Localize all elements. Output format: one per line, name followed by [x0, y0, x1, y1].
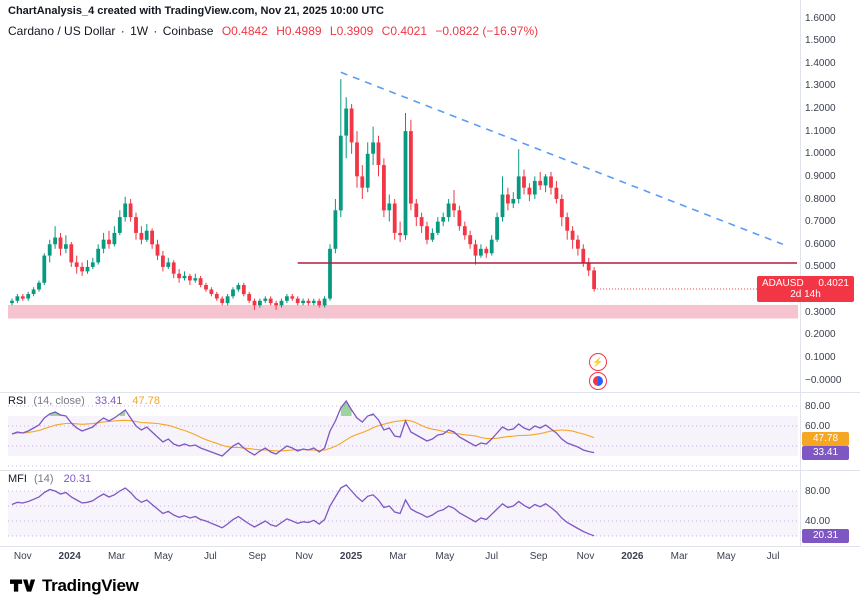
symbol-exchange: Coinbase — [162, 24, 214, 38]
tradingview-logo[interactable]: TradingView — [10, 576, 139, 596]
price-axis-label: 1.6000 — [805, 12, 836, 24]
rsi-value: 33.41 — [94, 395, 123, 407]
time-axis-label: Nov — [295, 551, 314, 562]
open-value: O0.4842 — [221, 24, 268, 38]
pattern-glyph-icon — [593, 376, 603, 386]
price-axis-label: −0.0000 — [805, 374, 842, 386]
time-axis-label: 2026 — [621, 551, 644, 562]
rsi-legend: RSI (14, close) 33.41 47.78 — [8, 395, 160, 407]
price-axis-label: 1.4000 — [805, 57, 836, 69]
bar-countdown: 2d 14h — [790, 289, 821, 300]
low-value: L0.3909 — [329, 24, 374, 38]
price-axis-label: 0.1000 — [805, 351, 836, 363]
tradingview-logo-text: TradingView — [42, 576, 139, 595]
price-axis-label: 1.1000 — [805, 125, 836, 137]
price-axis-label: 0.6000 — [805, 238, 836, 250]
time-axis-label: Sep — [248, 551, 267, 562]
rsi-ma-value-badge: 47.78 — [802, 432, 849, 446]
time-axis-label: May — [154, 551, 173, 562]
price-axis-label: 1.0000 — [805, 148, 836, 160]
price-axis-label: 0.2000 — [805, 329, 836, 341]
rsi-band — [8, 416, 798, 456]
change-value: −0.0822 (−16.97%) — [435, 24, 539, 38]
price-axis-label: 0.5000 — [805, 261, 836, 273]
last-price-value: 0.4021 — [818, 278, 849, 289]
mfi-value: 20.31 — [63, 473, 92, 485]
rsi-axis-label: 80.00 — [805, 400, 831, 412]
mfi-line — [11, 484, 595, 537]
mfi-params: (14) — [34, 473, 54, 485]
mfi-band — [8, 491, 798, 536]
time-axis-label: Mar — [107, 551, 126, 562]
support-zone-band[interactable] — [8, 304, 798, 319]
rsi-value-badge: 33.41 — [802, 446, 849, 460]
mfi-legend: MFI (14) 20.31 — [8, 473, 91, 485]
descending-trendline[interactable] — [340, 71, 784, 246]
price-axis-label: 0.7000 — [805, 216, 836, 228]
price-axis-label: 1.2000 — [805, 103, 836, 114]
price-axis-label: 1.3000 — [805, 80, 836, 92]
time-axis-label: May — [435, 551, 455, 562]
time-axis-label: Mar — [670, 551, 688, 562]
time-axis-label: May — [716, 551, 736, 562]
mfi-value-badge: 20.31 — [802, 529, 849, 543]
lightning-glyph: ⚡ — [592, 356, 604, 367]
time-axis[interactable]: Nov 2024 Mar May Jul Sep Nov 2025 Mar May Jul Sep No… — [0, 547, 800, 567]
high-value: H0.4989 — [276, 24, 322, 38]
last-price-symbol: ADAUSD — [762, 278, 804, 289]
symbol-legend: Cardano / US Dollar · 1W · Coinbase O0.4… — [8, 24, 538, 38]
time-axis-label: 2025 — [339, 551, 363, 562]
rsi-line — [11, 399, 595, 457]
time-axis-label: Nov — [576, 551, 595, 562]
mfi-axis-label: 80.00 — [805, 485, 831, 497]
price-axis-label: 0.8000 — [805, 193, 836, 205]
legend-dot-2: · — [153, 24, 158, 38]
symbol-name[interactable]: Cardano / US Dollar — [8, 24, 116, 38]
price-axis-label: 0.3000 — [805, 306, 836, 318]
time-axis-label: Jul — [485, 551, 499, 562]
lightning-badge-icon[interactable]: ⚡ — [589, 353, 607, 371]
close-value: C0.4021 — [381, 24, 428, 38]
chart-header-title: ChartAnalysis_4 created with TradingView… — [8, 5, 384, 17]
time-axis-label: Mar — [389, 551, 407, 562]
last-price-label: ADAUSD 0.4021 2d 14h — [757, 276, 854, 302]
rsi-title[interactable]: RSI — [8, 395, 27, 407]
rsi-ma-value: 47.78 — [132, 395, 160, 407]
mfi-axis-label: 40.00 — [805, 515, 831, 527]
price-axis[interactable]: 1.6000 1.5000 1.4000 1.3000 1.2000 1.1000 1.00… — [800, 0, 860, 547]
time-axis-label: 2024 — [58, 551, 81, 562]
time-axis-label: Nov — [13, 551, 32, 562]
candlestick-series — [10, 79, 596, 310]
time-axis-label: Sep — [529, 551, 548, 562]
price-axis-label: 1.5000 — [805, 35, 836, 47]
price-axis-label: 0.9000 — [805, 170, 836, 182]
rsi-axis-label: 60.00 — [805, 420, 831, 432]
tradingview-logo-icon — [10, 579, 36, 592]
pattern-badge-icon[interactable] — [589, 372, 607, 390]
time-axis-label: Jul — [766, 551, 780, 562]
time-axis-label: Jul — [203, 551, 217, 562]
symbol-interval[interactable]: 1W — [130, 24, 149, 38]
rsi-params: (14, close) — [33, 395, 85, 407]
legend-dot-1: · — [120, 24, 125, 38]
mfi-title[interactable]: MFI — [8, 473, 27, 485]
